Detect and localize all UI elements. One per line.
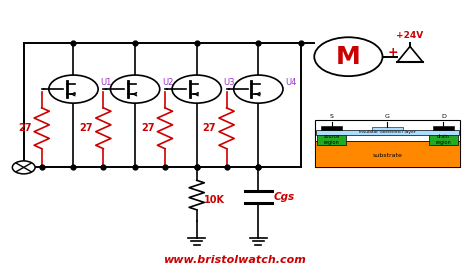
Circle shape (12, 161, 35, 174)
Text: www.bristolwatch.com: www.bristolwatch.com (164, 255, 306, 265)
Text: D: D (441, 114, 446, 119)
Circle shape (49, 75, 98, 103)
Bar (372, 127, 403, 130)
Text: 27: 27 (203, 123, 216, 133)
Text: 27: 27 (80, 123, 93, 133)
Text: U2: U2 (162, 78, 173, 87)
Text: U4: U4 (285, 78, 297, 87)
Text: drain
region: drain region (436, 134, 451, 145)
Text: M: M (336, 45, 361, 69)
Bar (321, 126, 342, 130)
Text: U1: U1 (100, 78, 112, 87)
Bar (316, 130, 459, 135)
Circle shape (234, 75, 283, 103)
Text: +: + (387, 46, 398, 59)
Text: 27: 27 (141, 123, 155, 133)
Bar (433, 126, 454, 130)
Circle shape (172, 75, 221, 103)
Text: U3: U3 (224, 78, 235, 87)
Bar (317, 134, 346, 144)
Text: Insulator (dielectric) layer: Insulator (dielectric) layer (359, 130, 416, 134)
Text: 10K: 10K (204, 195, 225, 205)
Circle shape (314, 37, 383, 76)
Text: 27: 27 (18, 123, 31, 133)
Text: S: S (329, 114, 334, 119)
Bar (315, 120, 460, 167)
Bar (429, 134, 458, 144)
Circle shape (110, 75, 160, 103)
Text: +24V: +24V (396, 31, 424, 40)
Text: G: G (385, 114, 390, 119)
Bar (315, 141, 460, 167)
Text: Cgs: Cgs (274, 192, 295, 202)
Text: substrate: substrate (373, 153, 402, 158)
Text: source
region: source region (323, 134, 340, 145)
